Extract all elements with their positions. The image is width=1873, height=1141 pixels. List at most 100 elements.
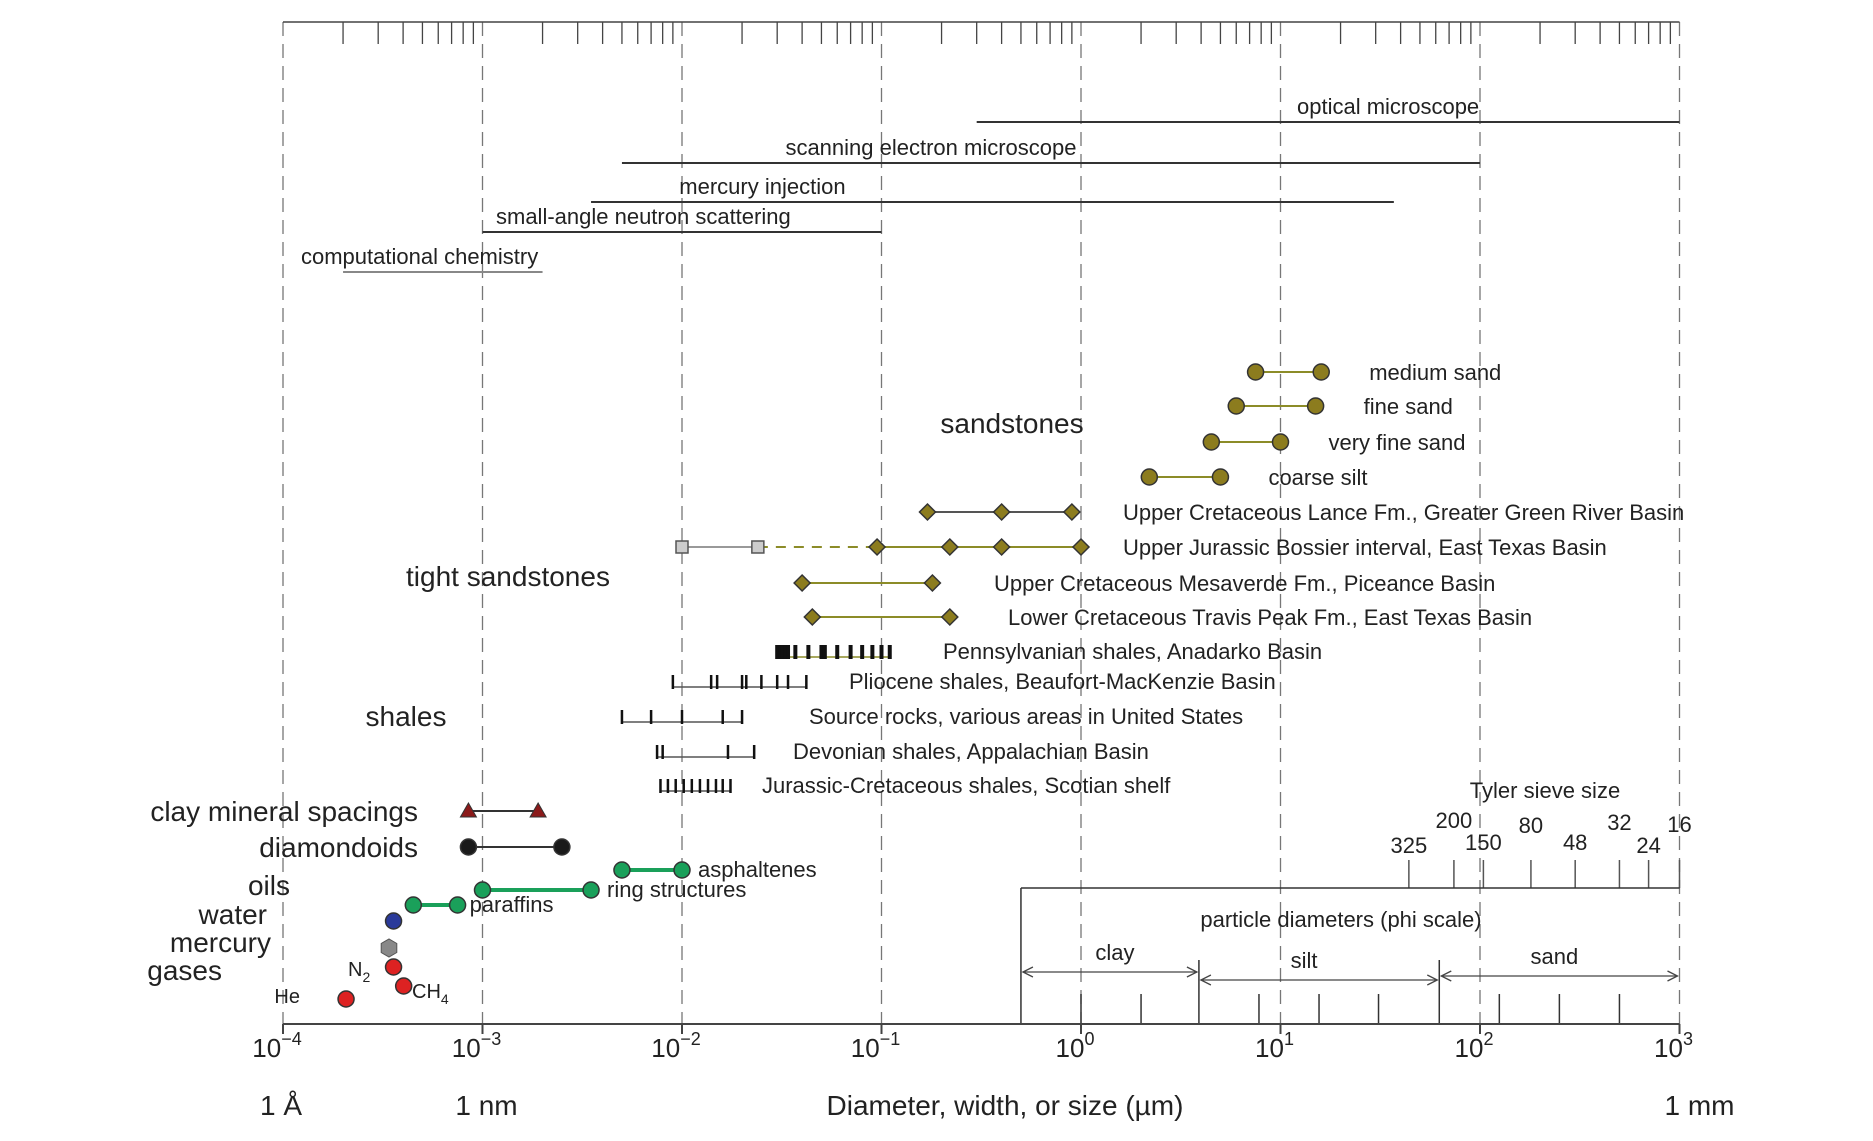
tight-label-upper-cretaceous-mesaverde-fm-piceance-basin: Upper Cretaceous Mesaverde Fm., Piceance… <box>994 571 1495 596</box>
tight-point-upper-cretaceous-mesaverde-fm-piceance-basin <box>793 573 812 593</box>
particle-class-arrowhead-sand <box>1667 970 1679 982</box>
gas-point-n <box>384 958 403 976</box>
shales-series: Pennsylvanian shales, Anadarko Basin Plio… <box>620 639 1322 798</box>
shale-label-devonian-shales-appalachian-basin: Devonian shales, Appalachian Basin <box>793 739 1149 764</box>
molecule-point-clay-mineral-spacings <box>529 801 547 818</box>
x-tick-exponent: 1 <box>1284 1029 1294 1049</box>
category-label-oils: oils <box>248 870 290 901</box>
sandstones-series: medium sand fine sand very fine sand coarse… <box>1140 360 1501 490</box>
x-tick-base: 10 <box>252 1033 281 1063</box>
x-tick-label-−3: 10−3 <box>452 1029 501 1063</box>
method-label-mercury-injection: mercury injection <box>679 174 845 199</box>
sandstone-point-coarse-silt <box>1211 468 1230 486</box>
molecule-point-paraffins <box>448 896 467 914</box>
molecule-point-asphaltenes <box>673 861 691 879</box>
gas-label-he: He <box>274 986 300 1008</box>
tight-point-upper-jurassic-bossier-interval-east-texas-basin <box>992 537 1011 557</box>
unit-label-1-mm: 1 mm <box>1665 1090 1735 1121</box>
tight-point-upper-cretaceous-lance-fm-greater-green-river-basin <box>1062 502 1081 522</box>
tight-point-upper-jurassic-bossier-interval-east-texas-basin <box>867 537 887 557</box>
molecule-point-asphaltenes <box>613 861 631 879</box>
x-tick-label-−4: 10−4 <box>252 1029 301 1063</box>
x-tick-label-2: 102 <box>1455 1029 1494 1063</box>
measurement-methods: optical microscope scanning electron micr… <box>301 94 1680 273</box>
shale-label-source-rocks-various-areas-in-united-states: Source rocks, various areas in United St… <box>809 704 1243 729</box>
gridlines <box>282 22 1681 1024</box>
x-tick-base: 10 <box>452 1033 481 1063</box>
mercury-point <box>380 938 398 958</box>
molecule-point-diamondoids <box>459 838 478 856</box>
particle-class-arrowhead-clay <box>1186 966 1199 978</box>
sandstone-point-medium-sand <box>1312 363 1330 381</box>
unit-label-1: 1 Å <box>260 1090 302 1121</box>
molecule-point-paraffins <box>404 896 423 914</box>
x-tick-label-0: 100 <box>1056 1029 1095 1063</box>
tight-gray-point-upper-jurassic-bossier-interval-east-texas-basin <box>751 540 765 554</box>
sandstone-label-fine-sand: fine sand <box>1364 394 1453 419</box>
method-label-optical-microscope: optical microscope <box>1297 94 1479 119</box>
tight-label-lower-cretaceous-travis-peak-fm-east-texas-basin: Lower Cretaceous Travis Peak Fm., East T… <box>1008 605 1532 630</box>
tight-point-upper-cretaceous-mesaverde-fm-piceance-basin <box>923 573 942 593</box>
sandstone-point-fine-sand <box>1306 397 1325 415</box>
tyler-label-325: 325 <box>1391 833 1428 858</box>
method-label-small-angle-neutron-scattering: small-angle neutron scattering <box>496 204 791 229</box>
sandstone-point-very-fine-sand <box>1202 433 1221 451</box>
gas-label-ch: CH4 <box>412 981 449 1007</box>
x-tick-base: 10 <box>851 1033 880 1063</box>
shale-label-jurassic-cretaceous-shales-scotian-shelf: Jurassic-Cretaceous shales, Scotian shel… <box>762 773 1171 798</box>
particle-class-label-silt: silt <box>1291 948 1318 973</box>
method-label-scanning-electron-microscope: scanning electron microscope <box>785 135 1076 160</box>
sandstone-label-coarse-silt: coarse silt <box>1268 465 1367 490</box>
gas-label-subscript: 2 <box>362 969 370 985</box>
molecule-label-asphaltenes: asphaltenes <box>698 857 817 882</box>
group-label-sandstones: sandstones <box>940 408 1083 439</box>
tyler-label-24: 24 <box>1636 833 1660 858</box>
tight-label-upper-cretaceous-lance-fm-greater-green-river-basin: Upper Cretaceous Lance Fm., Greater Gree… <box>1123 500 1684 525</box>
x-axis-label: Diameter, width, or size (µm) <box>827 1090 1184 1121</box>
x-tick-exponent: 0 <box>1084 1029 1094 1049</box>
gas-point-ch <box>394 977 413 995</box>
tight-point-upper-jurassic-bossier-interval-east-texas-basin <box>940 537 959 557</box>
tyler-label-80: 80 <box>1519 813 1543 838</box>
x-tick-exponent: −2 <box>680 1029 701 1049</box>
x-tick-exponent: 3 <box>1683 1029 1693 1049</box>
tyler-label-16: 16 <box>1667 812 1691 837</box>
x-tick-exponent: −4 <box>281 1029 302 1049</box>
sandstone-point-coarse-silt <box>1140 468 1159 486</box>
gas-label-subscript: 4 <box>441 991 449 1007</box>
molecule-point-ring-structures <box>582 881 600 899</box>
water-point <box>384 912 403 930</box>
x-tick-base: 10 <box>1056 1033 1085 1063</box>
tyler-label-48: 48 <box>1563 830 1587 855</box>
molecule-point-ring-structures <box>473 881 492 899</box>
category-label-water: water <box>198 899 267 930</box>
shale-label-pliocene-shales-beaufort-mackenzie-basin: Pliocene shales, Beaufort-MacKenzie Basi… <box>849 669 1276 694</box>
tyler-label-32: 32 <box>1607 810 1631 835</box>
particle-class-label-sand: sand <box>1531 944 1579 969</box>
x-tick-label-3: 103 <box>1654 1029 1693 1063</box>
top-minor-ticks <box>283 21 1680 44</box>
method-label-computational-chemistry: computational chemistry <box>301 244 538 269</box>
molecule-label-diamondoids: diamondoids <box>259 832 418 863</box>
x-tick-base: 10 <box>1455 1033 1484 1063</box>
x-tick-exponent: −1 <box>880 1029 901 1049</box>
group-label-tight-sandstones: tight sandstones <box>406 561 610 592</box>
group-label-shales: shales <box>366 701 447 732</box>
x-tick-label-−1: 10−1 <box>851 1029 900 1063</box>
tyler-sieve-title: Tyler sieve size <box>1470 778 1620 803</box>
sandstone-point-medium-sand <box>1246 363 1265 381</box>
sandstone-point-fine-sand <box>1227 397 1245 415</box>
category-label-mercury: mercury <box>170 927 271 958</box>
gas-point-he <box>337 990 355 1008</box>
tight-sandstones-series: Upper Cretaceous Lance Fm., Greater Gree… <box>675 500 1684 630</box>
tight-point-upper-cretaceous-lance-fm-greater-green-river-basin <box>992 502 1011 522</box>
molecules-series: clay mineral spacings diamondoids asphalte… <box>150 796 816 917</box>
x-tick-base: 10 <box>1654 1033 1683 1063</box>
molecule-point-diamondoids <box>553 838 571 856</box>
tight-point-lower-cretaceous-travis-peak-fm-east-texas-basin <box>803 607 822 627</box>
tight-point-lower-cretaceous-travis-peak-fm-east-texas-basin <box>940 607 959 627</box>
